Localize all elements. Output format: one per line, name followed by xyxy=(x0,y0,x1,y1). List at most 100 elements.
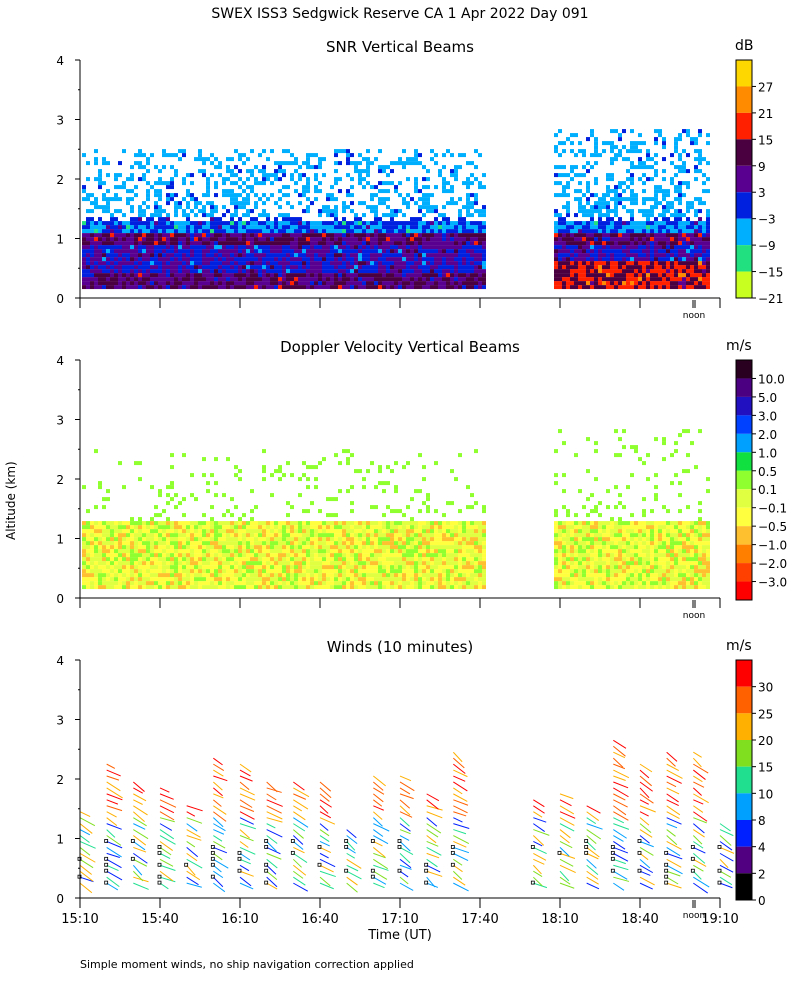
heatmap-cell xyxy=(306,225,310,230)
heatmap-cell xyxy=(470,181,474,186)
heatmap-cell xyxy=(594,181,598,186)
heatmap-cell xyxy=(394,581,398,586)
heatmap-cell xyxy=(570,149,574,154)
heatmap-cell xyxy=(678,165,682,170)
heatmap-cell xyxy=(646,165,650,170)
heatmap-cell xyxy=(170,241,174,246)
heatmap-cell xyxy=(414,177,418,182)
heatmap-cell xyxy=(462,237,466,242)
heatmap-cell xyxy=(290,217,294,222)
heatmap-cell xyxy=(346,529,350,534)
heatmap-cell xyxy=(442,237,446,242)
heatmap-cell xyxy=(706,213,710,218)
heatmap-cell xyxy=(110,549,114,554)
heatmap-cell xyxy=(342,561,346,566)
heatmap-cell xyxy=(250,265,254,270)
heatmap-cell xyxy=(162,153,166,158)
heatmap-cell xyxy=(230,557,234,562)
heatmap-cell xyxy=(218,549,222,554)
heatmap-cell xyxy=(402,241,406,246)
heatmap-cell xyxy=(698,133,702,138)
heatmap-cell xyxy=(238,205,242,210)
heatmap-cell xyxy=(694,241,698,246)
heatmap-cell xyxy=(374,545,378,550)
heatmap-cell xyxy=(122,149,126,154)
heatmap-cell xyxy=(418,205,422,210)
heatmap-cell xyxy=(698,249,702,254)
heatmap-cell xyxy=(318,509,322,514)
heatmap-cell xyxy=(558,277,562,282)
heatmap-cell xyxy=(214,457,218,462)
heatmap-cell xyxy=(378,273,382,278)
heatmap-cell xyxy=(674,269,678,274)
heatmap-cell xyxy=(82,285,86,290)
heatmap-cell xyxy=(586,245,590,250)
heatmap-cell xyxy=(274,201,278,206)
heatmap-cell xyxy=(178,573,182,578)
heatmap-cell xyxy=(642,257,646,262)
heatmap-cell xyxy=(442,233,446,238)
colorbar-tick-label: −9 xyxy=(758,239,776,253)
heatmap-cell xyxy=(178,565,182,570)
heatmap-cell xyxy=(214,205,218,210)
heatmap-cell xyxy=(378,469,382,474)
heatmap-cell xyxy=(678,133,682,138)
heatmap-cell xyxy=(226,165,230,170)
heatmap-cell xyxy=(358,277,362,282)
heatmap-cell xyxy=(434,221,438,226)
heatmap-cell xyxy=(414,261,418,266)
heatmap-cell xyxy=(94,529,98,534)
heatmap-cell xyxy=(170,233,174,238)
heatmap-cell xyxy=(658,269,662,274)
heatmap-cell xyxy=(214,221,218,226)
heatmap-cell xyxy=(194,533,198,538)
heatmap-cell xyxy=(362,269,366,274)
heatmap-cell xyxy=(662,269,666,274)
heatmap-cell xyxy=(430,281,434,286)
heatmap-cell xyxy=(642,161,646,166)
heatmap-cell xyxy=(286,573,290,578)
heatmap-cell xyxy=(698,273,702,278)
heatmap-cell xyxy=(134,565,138,570)
heatmap-cell xyxy=(382,253,386,258)
heatmap-cell xyxy=(90,561,94,566)
heatmap-cell xyxy=(426,221,430,226)
heatmap-cell xyxy=(302,229,306,234)
heatmap-cell xyxy=(222,205,226,210)
heatmap-cell xyxy=(638,257,642,262)
heatmap-cell xyxy=(194,561,198,566)
heatmap-cell xyxy=(382,489,386,494)
heatmap-cell xyxy=(334,221,338,226)
heatmap-cell xyxy=(334,561,338,566)
heatmap-cell xyxy=(482,265,486,270)
heatmap-cell xyxy=(258,577,262,582)
heatmap-cell xyxy=(378,229,382,234)
heatmap-cell xyxy=(262,281,266,286)
heatmap-cell xyxy=(358,221,362,226)
heatmap-cell xyxy=(482,261,486,266)
heatmap-cell xyxy=(466,161,470,166)
heatmap-cell xyxy=(382,237,386,242)
heatmap-cell xyxy=(218,277,222,282)
heatmap-cell xyxy=(122,265,126,270)
heatmap-cell xyxy=(242,237,246,242)
heatmap-cell xyxy=(630,273,634,278)
heatmap-cell xyxy=(222,257,226,262)
heatmap-cell xyxy=(366,529,370,534)
heatmap-cell xyxy=(342,221,346,226)
heatmap-cell xyxy=(570,249,574,254)
heatmap-cell xyxy=(334,249,338,254)
heatmap-cell xyxy=(670,285,674,290)
heatmap-cell xyxy=(190,173,194,178)
heatmap-cell xyxy=(270,473,274,478)
heatmap-cell xyxy=(210,581,214,586)
heatmap-cell xyxy=(162,509,166,514)
heatmap-cell xyxy=(190,253,194,258)
heatmap-cell xyxy=(274,269,278,274)
heatmap-cell xyxy=(334,545,338,550)
heatmap-cell xyxy=(378,245,382,250)
heatmap-cell xyxy=(618,181,622,186)
heatmap-cell xyxy=(370,537,374,542)
heatmap-cell xyxy=(210,153,214,158)
heatmap-cell xyxy=(390,565,394,570)
